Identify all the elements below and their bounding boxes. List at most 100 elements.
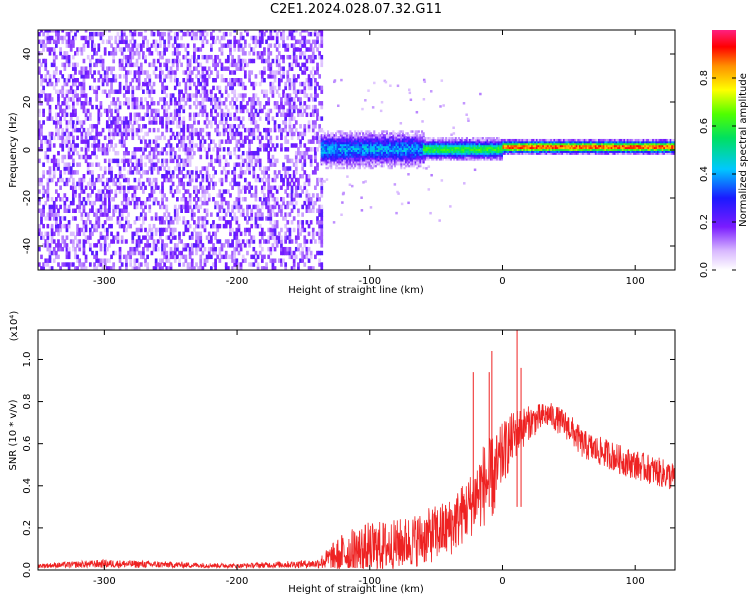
heatmap-cell xyxy=(82,78,86,83)
heatmap-cell xyxy=(265,197,268,202)
heatmap-cell xyxy=(243,258,247,263)
heatmap-cell xyxy=(169,112,173,117)
heatmap-cell xyxy=(74,208,77,213)
heatmap-cell xyxy=(267,254,271,260)
heatmap-cell xyxy=(146,104,150,110)
heatmap-cell xyxy=(67,135,71,141)
heatmap-cell xyxy=(167,39,171,45)
heatmap-cell xyxy=(254,150,258,156)
heatmap-cell xyxy=(207,162,211,167)
heatmap-cell xyxy=(363,143,366,147)
heatmap-cell xyxy=(231,243,234,248)
heatmap-cell xyxy=(250,101,254,106)
heatmap-cell xyxy=(67,166,71,171)
heatmap-cell xyxy=(311,108,315,114)
heatmap-cell xyxy=(80,185,84,190)
heatmap-cell xyxy=(327,159,330,162)
heatmap-cell xyxy=(403,145,406,149)
heatmap-cell xyxy=(199,235,203,240)
heatmap-cell xyxy=(163,147,166,152)
heatmap-cell xyxy=(67,170,71,175)
heatmap-cell xyxy=(84,239,88,244)
heatmap-cell xyxy=(139,127,143,133)
heatmap-cell xyxy=(190,139,194,144)
heatmap-cell xyxy=(235,78,239,83)
heatmap-cell xyxy=(339,166,342,170)
heatmap-cell xyxy=(303,70,307,75)
heatmap-cell xyxy=(389,84,392,87)
heatmap-cell xyxy=(241,81,245,87)
heatmap-cell xyxy=(48,78,52,83)
heatmap-cell xyxy=(152,120,156,125)
heatmap-cell xyxy=(352,157,355,160)
heatmap-cell xyxy=(139,239,143,244)
heatmap-cell xyxy=(165,258,169,263)
heatmap-cell xyxy=(301,30,305,33)
heatmap-cell xyxy=(318,250,322,256)
heatmap-cell xyxy=(389,147,392,151)
heatmap-cell xyxy=(389,164,392,168)
heatmap-cell xyxy=(169,246,173,252)
heatmap-cell xyxy=(250,150,254,156)
heatmap-cell xyxy=(362,159,365,162)
heatmap-cell xyxy=(167,35,171,41)
heatmap-cell xyxy=(95,104,99,110)
heatmap-cell xyxy=(207,54,211,60)
heatmap-cell xyxy=(216,147,220,152)
heatmap-cell xyxy=(292,47,296,52)
heatmap-cell xyxy=(165,101,169,106)
heatmap-cell xyxy=(416,153,419,156)
heatmap-cell xyxy=(370,138,373,141)
heatmap-cell xyxy=(176,47,179,52)
heatmap-cell xyxy=(271,162,275,167)
heatmap-cell xyxy=(48,39,52,45)
heatmap-cell xyxy=(190,258,194,263)
heatmap-cell xyxy=(97,239,101,244)
heatmap-cell xyxy=(125,262,128,267)
heatmap-cell xyxy=(74,62,77,68)
heatmap-cell xyxy=(226,200,230,206)
heatmap-cell xyxy=(421,120,424,123)
heatmap-cell xyxy=(169,120,173,125)
heatmap-cell xyxy=(118,166,122,171)
heatmap-cell xyxy=(178,43,181,48)
heatmap-cell xyxy=(316,197,319,202)
heatmap-cell xyxy=(71,231,75,237)
heatmap-cell xyxy=(63,108,67,114)
heatmap-cell xyxy=(254,212,258,217)
heatmap-cell xyxy=(182,116,186,121)
heatmap-cell xyxy=(212,116,215,121)
heatmap-cell xyxy=(161,120,164,125)
heatmap-cell xyxy=(387,145,390,149)
heatmap-cell xyxy=(258,212,262,217)
heatmap-cell xyxy=(61,197,65,202)
heatmap-cell xyxy=(76,162,79,167)
heatmap-cell xyxy=(154,212,158,217)
heatmap-cell xyxy=(408,153,411,156)
heatmap-cell xyxy=(342,139,346,143)
heatmap-cell xyxy=(357,159,360,162)
heatmap-cell xyxy=(392,145,395,149)
heatmap-cell xyxy=(258,101,262,106)
heatmap-cell xyxy=(250,262,254,267)
heatmap-cell xyxy=(110,101,113,106)
heatmap-cell xyxy=(282,112,285,117)
heatmap-cell xyxy=(216,112,220,117)
heatmap-cell xyxy=(42,204,45,210)
heatmap-cell xyxy=(368,139,371,143)
heatmap-cell xyxy=(252,51,256,56)
heatmap-cell xyxy=(118,258,122,263)
heatmap-cell xyxy=(214,120,217,125)
heatmap-cell xyxy=(54,212,58,217)
heatmap-cell xyxy=(320,262,324,267)
heatmap-cell xyxy=(212,166,215,171)
heatmap-cell xyxy=(333,143,336,147)
heatmap-cell xyxy=(288,254,292,260)
heatmap-cell xyxy=(248,243,251,248)
heatmap-cell xyxy=(199,266,203,270)
heatmap-cell xyxy=(71,93,75,98)
heatmap-cell xyxy=(193,120,196,125)
heatmap-cell xyxy=(387,147,390,151)
heatmap-cell xyxy=(400,143,403,147)
heatmap-cell xyxy=(403,139,406,143)
